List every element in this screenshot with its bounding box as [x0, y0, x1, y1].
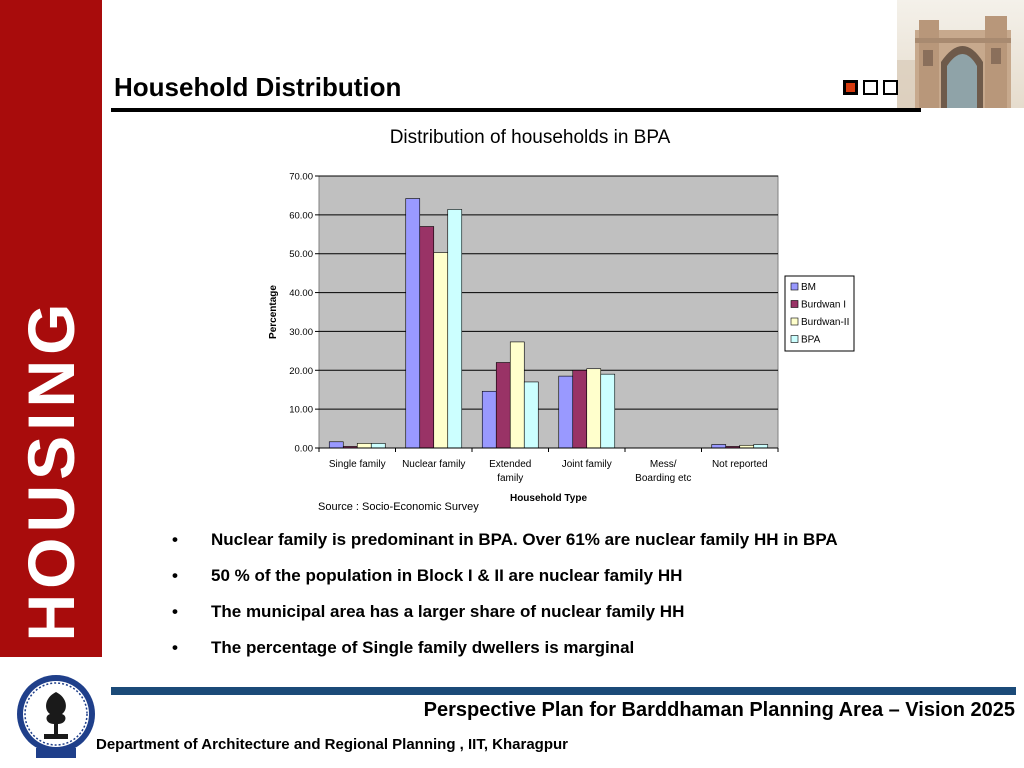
- bar-bpa: [523, 381, 539, 449]
- source-note: Source : Socio-Economic Survey: [318, 501, 479, 513]
- bar-bm: [481, 390, 497, 449]
- bullet-item: • The percentage of Single family dweller…: [172, 636, 912, 659]
- slide-nav: [843, 80, 898, 95]
- y-axis-label: Percentage: [268, 285, 279, 339]
- chart-title: Distribution of households in BPA: [389, 127, 671, 148]
- bullet-dot: •: [172, 638, 178, 657]
- page-title: Household Distribution: [114, 72, 402, 102]
- y-tick-label: 50.00: [289, 249, 313, 260]
- x-axis-label: Household Type: [510, 493, 587, 504]
- bar-bpa: [447, 209, 463, 449]
- bar-burdwan-ii: [586, 368, 602, 449]
- bar-bpa: [370, 443, 386, 449]
- nav-box: [863, 80, 878, 95]
- bullet-text: The percentage of Single family dwellers…: [211, 638, 635, 657]
- y-tick-label: 10.00: [289, 405, 313, 416]
- bullet-dot: •: [172, 566, 178, 585]
- bar-bm: [558, 375, 574, 449]
- iit-kharagpur-seal-icon: [17, 675, 95, 758]
- bullet-dot: •: [172, 530, 178, 549]
- title-divider: [111, 108, 921, 112]
- x-tick-label: Mess/Boarding etc: [635, 459, 691, 484]
- footer-divider: [111, 687, 1016, 695]
- y-tick-label: 40.00: [289, 288, 313, 299]
- legend-label: Burdwan I: [801, 300, 846, 311]
- bullet-item: • Nuclear family is predominant in BPA. O…: [172, 528, 912, 551]
- footer-department: Department of Architecture and Regional …: [96, 736, 569, 753]
- bar-burdwan-i: [419, 226, 435, 449]
- x-tick-label: Single family: [329, 459, 386, 470]
- x-tick-label: Nuclear family: [402, 459, 465, 470]
- bullet-text: Nuclear family is predominant in BPA. Ov…: [211, 530, 838, 549]
- legend-swatch: [790, 335, 799, 343]
- x-tick-label: Not reported: [712, 459, 768, 470]
- side-banner: HOUSING: [0, 0, 102, 657]
- bullet-text: 50 % of the population in Block I & II a…: [211, 566, 683, 585]
- nav-box: [883, 80, 898, 95]
- bullet-dot: •: [172, 602, 178, 621]
- y-tick-label: 0.00: [295, 444, 314, 455]
- bar-bm: [405, 198, 421, 449]
- bar-burdwan-i: [572, 369, 588, 449]
- footer-plan-title: Perspective Plan for Barddhaman Planning…: [423, 699, 1015, 721]
- bar-chart: 0.00 10.00 20.00 30.00 40.00 50.00 60.00 70.00 S…: [268, 172, 855, 504]
- bar-burdwan-ii: [433, 252, 449, 449]
- legend-label: BPA: [801, 335, 821, 346]
- bullet-text: The municipal area has a larger share of…: [211, 602, 685, 621]
- y-tick-label: 60.00: [289, 210, 313, 221]
- y-tick-label: 30.00: [289, 327, 313, 338]
- nav-box-active: [843, 80, 858, 95]
- bullet-item: • The municipal area has a larger share o…: [172, 600, 912, 623]
- plot-area: [318, 175, 779, 449]
- y-tick-label: 70.00: [289, 172, 313, 183]
- legend-label: BM: [801, 282, 816, 293]
- y-tick-label: 20.00: [289, 366, 313, 377]
- bar-bm: [711, 444, 727, 449]
- bar-burdwan-ii: [509, 341, 525, 449]
- bar-burdwan-ii: [356, 443, 372, 449]
- legend-label: Burdwan-II: [801, 317, 849, 328]
- bullet-item: • 50 % of the population in Block I & II …: [172, 564, 912, 587]
- x-tick-label: Joint family: [562, 459, 612, 470]
- building-archway-photo: [897, 0, 1024, 108]
- legend-swatch: [790, 317, 799, 326]
- bar-bpa: [600, 373, 616, 449]
- x-tick-label: Extended family: [489, 459, 531, 484]
- legend-swatch: [790, 300, 799, 308]
- bar-burdwan-i: [495, 362, 511, 449]
- bar-bm: [328, 441, 344, 449]
- bar-bpa: [753, 444, 769, 449]
- legend-swatch: [790, 282, 799, 291]
- bullet-list: • Nuclear family is predominant in BPA. O…: [172, 528, 912, 672]
